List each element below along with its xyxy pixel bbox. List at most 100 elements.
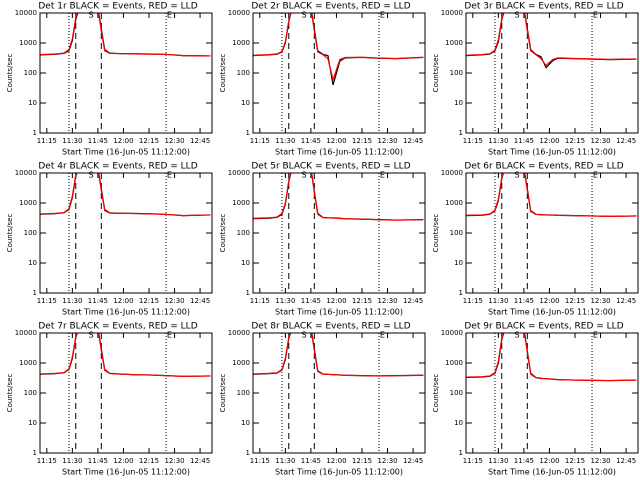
x-tick-label: 12:30 [164,297,184,305]
x-tick-label: 11:30 [62,457,82,465]
x-tick-label: 11:15 [463,297,483,305]
y-tick-label: 1000 [232,199,250,207]
x-tick-label: 12:15 [352,457,372,465]
x-tick-label: 12:00 [539,457,559,465]
x-tick-label: 12:15 [565,457,585,465]
x-tick-label: 12:15 [352,297,372,305]
y-tick-label: 1 [459,129,463,137]
x-tick-label: 12:00 [113,297,133,305]
x-tick-label: 12:15 [139,137,159,145]
y-tick-label: 10000 [15,9,37,17]
annotation: S [515,11,520,20]
y-tick-label: 10000 [228,169,250,177]
x-tick-label: 11:15 [250,457,270,465]
plot-frame [39,332,213,454]
chart-title: Det 3r BLACK = Events, RED = LLD [464,2,623,12]
y-tick-label: 100 [450,229,463,237]
annotation: S [515,331,520,340]
y-tick-label: 100 [24,389,37,397]
plot-frame [465,12,639,134]
y-tick-label: 1000 [445,359,463,367]
x-tick-label: 11:30 [275,137,295,145]
y-tick-label: 100 [237,69,250,77]
x-tick-label: 11:15 [463,457,483,465]
x-tick-label: 12:00 [326,297,346,305]
series-line [40,333,211,377]
chart-title: Det 6r BLACK = Events, RED = LLD [464,162,623,172]
y-tick-label: 1 [246,289,250,297]
series-line [40,13,211,57]
x-axis-label: Start Time (16-Jun-05 11:12:00) [488,308,616,317]
plot-frame [39,172,213,294]
y-tick-label: 1000 [19,359,37,367]
y-tick-label: 10000 [228,329,250,337]
y-tick-label: 1000 [19,39,37,47]
series-line [466,333,637,382]
annotation: S [515,171,520,180]
panel: Det 5r BLACK = Events, RED = LLD Counts/s… [219,162,426,317]
chart-title: Det 1r BLACK = Events, RED = LLD [38,2,197,12]
x-tick-label: 11:15 [463,137,483,145]
series-line [253,333,424,377]
x-tick-label: 12:15 [139,457,159,465]
y-tick-label: 100 [237,389,250,397]
panel: Det 6r BLACK = Events, RED = LLD Counts/s… [432,162,639,317]
chart-title: Det 5r BLACK = Events, RED = LLD [251,162,410,172]
series-line [40,173,211,217]
y-tick-label: 1 [246,449,250,457]
y-tick-label: 10 [28,419,37,427]
series-line [40,173,211,217]
annotation: E [167,331,172,340]
x-tick-label: 11:45 [514,297,534,305]
series-line [253,333,424,377]
annotation: E [167,171,172,180]
y-tick-label: 10 [241,259,250,267]
panel: Det 7r BLACK = Events, RED = LLD Counts/s… [6,322,213,477]
x-tick-label: 11:30 [488,457,508,465]
x-tick-label: 12:30 [590,457,610,465]
series-line [253,13,424,86]
x-tick-label: 11:45 [301,457,321,465]
x-tick-label: 12:45 [616,457,636,465]
chart-title: Det 9r BLACK = Events, RED = LLD [464,322,623,332]
plot-frame [252,332,426,454]
plot-frame [252,172,426,294]
x-tick-label: 12:00 [539,297,559,305]
annotation: S [89,331,94,340]
annotation: E [167,11,172,20]
panel: Det 4r BLACK = Events, RED = LLD Counts/s… [6,162,213,317]
y-tick-label: 100 [450,389,463,397]
x-tick-label: 11:45 [88,137,108,145]
series-line [253,173,424,221]
annotation: S [89,11,94,20]
plot-frame [252,12,426,134]
annotation: E [593,11,598,20]
y-tick-label: 100 [24,229,37,237]
x-tick-label: 11:30 [62,297,82,305]
x-tick-label: 12:45 [403,457,423,465]
x-axis-label: Start Time (16-Jun-05 11:12:00) [488,148,616,157]
x-axis-label: Start Time (16-Jun-05 11:12:00) [488,468,616,477]
y-tick-label: 10 [28,99,37,107]
y-axis-label: Counts/sec [6,54,14,93]
x-tick-label: 12:45 [616,297,636,305]
y-tick-label: 10000 [441,9,463,17]
y-tick-label: 100 [237,229,250,237]
x-tick-label: 11:45 [88,457,108,465]
x-tick-label: 11:30 [488,137,508,145]
plot-frame [465,172,639,294]
x-tick-label: 11:30 [275,457,295,465]
y-tick-label: 1 [459,449,463,457]
x-tick-label: 11:45 [514,137,534,145]
y-tick-label: 10 [454,99,463,107]
x-tick-label: 12:00 [539,137,559,145]
x-tick-label: 11:45 [301,137,321,145]
y-tick-label: 100 [24,69,37,77]
panel: Det 3r BLACK = Events, RED = LLD Counts/s… [432,2,639,157]
y-axis-label: Counts/sec [6,214,14,253]
x-tick-label: 11:15 [37,297,57,305]
chart-title: Det 4r BLACK = Events, RED = LLD [38,162,197,172]
chart-title: Det 8r BLACK = Events, RED = LLD [251,322,410,332]
series-line [466,173,637,217]
y-tick-label: 10000 [15,329,37,337]
